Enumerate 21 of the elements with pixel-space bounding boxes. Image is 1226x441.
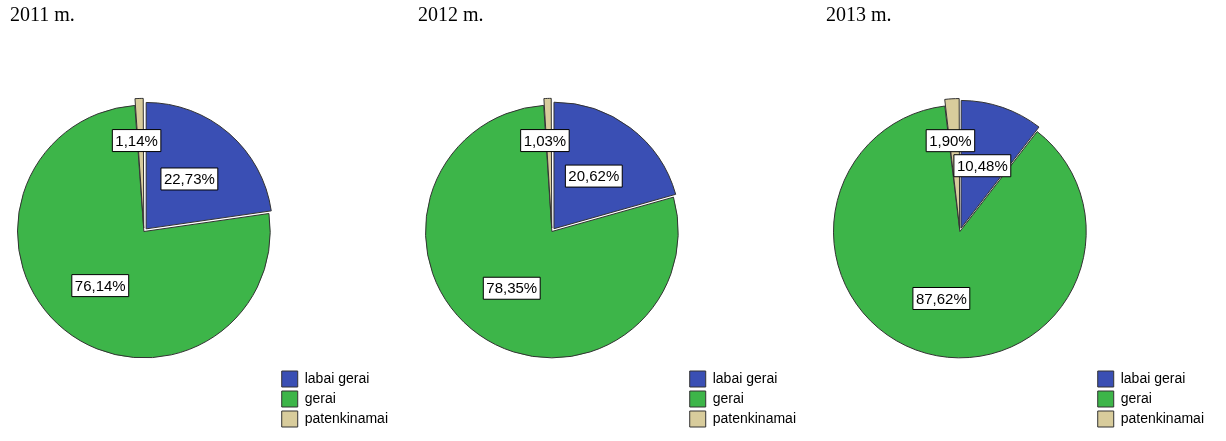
legend-label: labai gerai — [712, 369, 778, 386]
data-label: 78,35% — [486, 279, 538, 297]
chart-title: 2011 m. — [10, 3, 75, 26]
data-label: 87,62% — [915, 289, 967, 307]
legend-label: gerai — [712, 389, 744, 406]
data-label: 1,14% — [115, 131, 158, 149]
legend-label: gerai — [304, 389, 336, 406]
legend-label: gerai — [1120, 389, 1152, 406]
data-label: 1,03% — [523, 131, 567, 149]
legend-label: patenkinamai — [1120, 409, 1205, 426]
data-label: 10,48% — [956, 156, 1008, 174]
data-label: 20,62% — [568, 167, 620, 185]
legend-label: labai gerai — [1120, 369, 1186, 386]
legend-label: patenkinamai — [712, 409, 797, 426]
legend-label: patenkinamai — [304, 409, 389, 426]
data-label: 76,14% — [74, 276, 126, 294]
chart-title: 2013 m. — [826, 3, 892, 26]
data-label: 22,73% — [163, 170, 215, 188]
chart-title: 2012 m. — [418, 3, 484, 26]
legend-label: labai gerai — [304, 369, 370, 386]
data-label: 1,90% — [929, 131, 972, 149]
